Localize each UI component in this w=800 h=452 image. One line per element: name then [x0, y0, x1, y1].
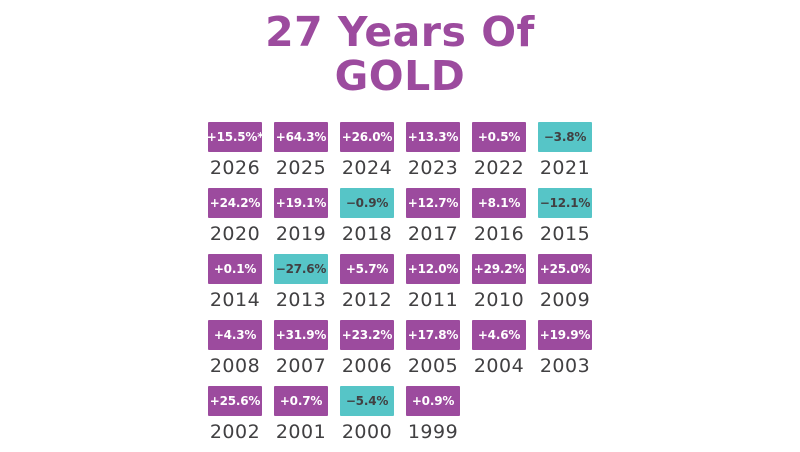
year-return-cell: +23.2% 2006	[340, 320, 394, 386]
year-return-cell: +19.1% 2019	[274, 188, 328, 254]
year-return-cell: +19.9% 2003	[538, 320, 592, 386]
return-value-box: +0.9%	[406, 386, 460, 416]
year-label: 2023	[407, 157, 459, 179]
return-value-box: −27.6%	[274, 254, 328, 284]
year-return-cell: +8.1% 2016	[472, 188, 526, 254]
year-label: 2007	[275, 355, 327, 377]
year-return-cell: +13.3% 2023	[406, 122, 460, 188]
year-return-cell: +29.2% 2010	[472, 254, 526, 320]
return-value-box: +12.0%	[406, 254, 460, 284]
year-return-cell: +12.0% 2011	[406, 254, 460, 320]
page-title: 27 Years Of GOLD	[0, 0, 800, 98]
return-value-box: +25.6%	[208, 386, 262, 416]
return-value-box: +12.7%	[406, 188, 460, 218]
year-label: 2017	[407, 223, 459, 245]
year-label: 2010	[473, 289, 525, 311]
return-value-box: +8.1%	[472, 188, 526, 218]
year-return-cell: −5.4% 2000	[340, 386, 394, 452]
year-label: 2022	[473, 157, 525, 179]
year-label: 2019	[275, 223, 327, 245]
return-value-box: +13.3%	[406, 122, 460, 152]
return-value-box: +15.5%*	[207, 122, 263, 152]
year-return-cell: −12.1% 2015	[538, 188, 592, 254]
return-value-box: +4.6%	[472, 320, 526, 350]
return-value-box: +0.7%	[274, 386, 328, 416]
year-label: 2015	[539, 223, 591, 245]
year-return-cell: +0.9% 1999	[406, 386, 460, 452]
return-value-box: +31.9%	[274, 320, 328, 350]
year-label: 2014	[209, 289, 261, 311]
year-label: 2020	[209, 223, 261, 245]
year-return-cell: +26.0% 2024	[340, 122, 394, 188]
year-return-cell: −0.9% 2018	[340, 188, 394, 254]
return-value-box: +0.5%	[472, 122, 526, 152]
return-value-box: −0.9%	[340, 188, 394, 218]
year-label: 2006	[341, 355, 393, 377]
year-label: 2025	[275, 157, 327, 179]
year-return-cell: +5.7% 2012	[340, 254, 394, 320]
return-value-box: +19.1%	[274, 188, 328, 218]
year-return-cell: +12.7% 2017	[406, 188, 460, 254]
year-return-cell: −27.6% 2013	[274, 254, 328, 320]
year-label: 2013	[275, 289, 327, 311]
year-return-cell: +31.9% 2007	[274, 320, 328, 386]
year-return-cell: +17.8% 2005	[406, 320, 460, 386]
year-label: 2002	[209, 421, 261, 443]
year-label: 2004	[473, 355, 525, 377]
return-value-box: −5.4%	[340, 386, 394, 416]
return-value-box: +19.9%	[538, 320, 592, 350]
annual-returns-grid: +15.5%* 2026 +64.3% 2025 +26.0% 2024 +13…	[207, 122, 592, 452]
year-label: 2009	[539, 289, 591, 311]
year-label: 2005	[407, 355, 459, 377]
return-value-box: +17.8%	[406, 320, 460, 350]
year-label: 2021	[539, 157, 591, 179]
year-label: 2026	[209, 157, 261, 179]
year-return-cell: +15.5%* 2026	[207, 122, 263, 188]
title-line-2: GOLD	[334, 52, 466, 100]
return-value-box: +23.2%	[340, 320, 394, 350]
year-label: 1999	[407, 421, 459, 443]
year-label: 2001	[275, 421, 327, 443]
year-return-cell: +0.5% 2022	[472, 122, 526, 188]
return-value-box: +29.2%	[472, 254, 526, 284]
year-label: 2003	[539, 355, 591, 377]
year-return-cell: −3.8% 2021	[538, 122, 592, 188]
title-line-1: 27 Years Of	[265, 8, 535, 56]
return-value-box: −3.8%	[538, 122, 592, 152]
return-value-box: +24.2%	[208, 188, 262, 218]
year-label: 2008	[209, 355, 261, 377]
year-return-cell: +4.6% 2004	[472, 320, 526, 386]
year-label: 2024	[341, 157, 393, 179]
year-label: 2011	[407, 289, 459, 311]
return-value-box: +26.0%	[340, 122, 394, 152]
return-value-box: +64.3%	[274, 122, 328, 152]
year-return-cell: +4.3% 2008	[208, 320, 262, 386]
year-label: 2018	[341, 223, 393, 245]
return-value-box: +4.3%	[208, 320, 262, 350]
return-value-box: +0.1%	[208, 254, 262, 284]
year-return-cell: +25.0% 2009	[538, 254, 592, 320]
year-return-cell: +0.1% 2014	[208, 254, 262, 320]
year-label: 2012	[341, 289, 393, 311]
return-value-box: +25.0%	[538, 254, 592, 284]
year-label: 2000	[341, 421, 393, 443]
year-return-cell: +24.2% 2020	[208, 188, 262, 254]
year-label: 2016	[473, 223, 525, 245]
return-value-box: +5.7%	[340, 254, 394, 284]
return-value-box: −12.1%	[538, 188, 592, 218]
year-return-cell: +64.3% 2025	[274, 122, 328, 188]
year-return-cell: +0.7% 2001	[274, 386, 328, 452]
year-return-cell: +25.6% 2002	[208, 386, 262, 452]
